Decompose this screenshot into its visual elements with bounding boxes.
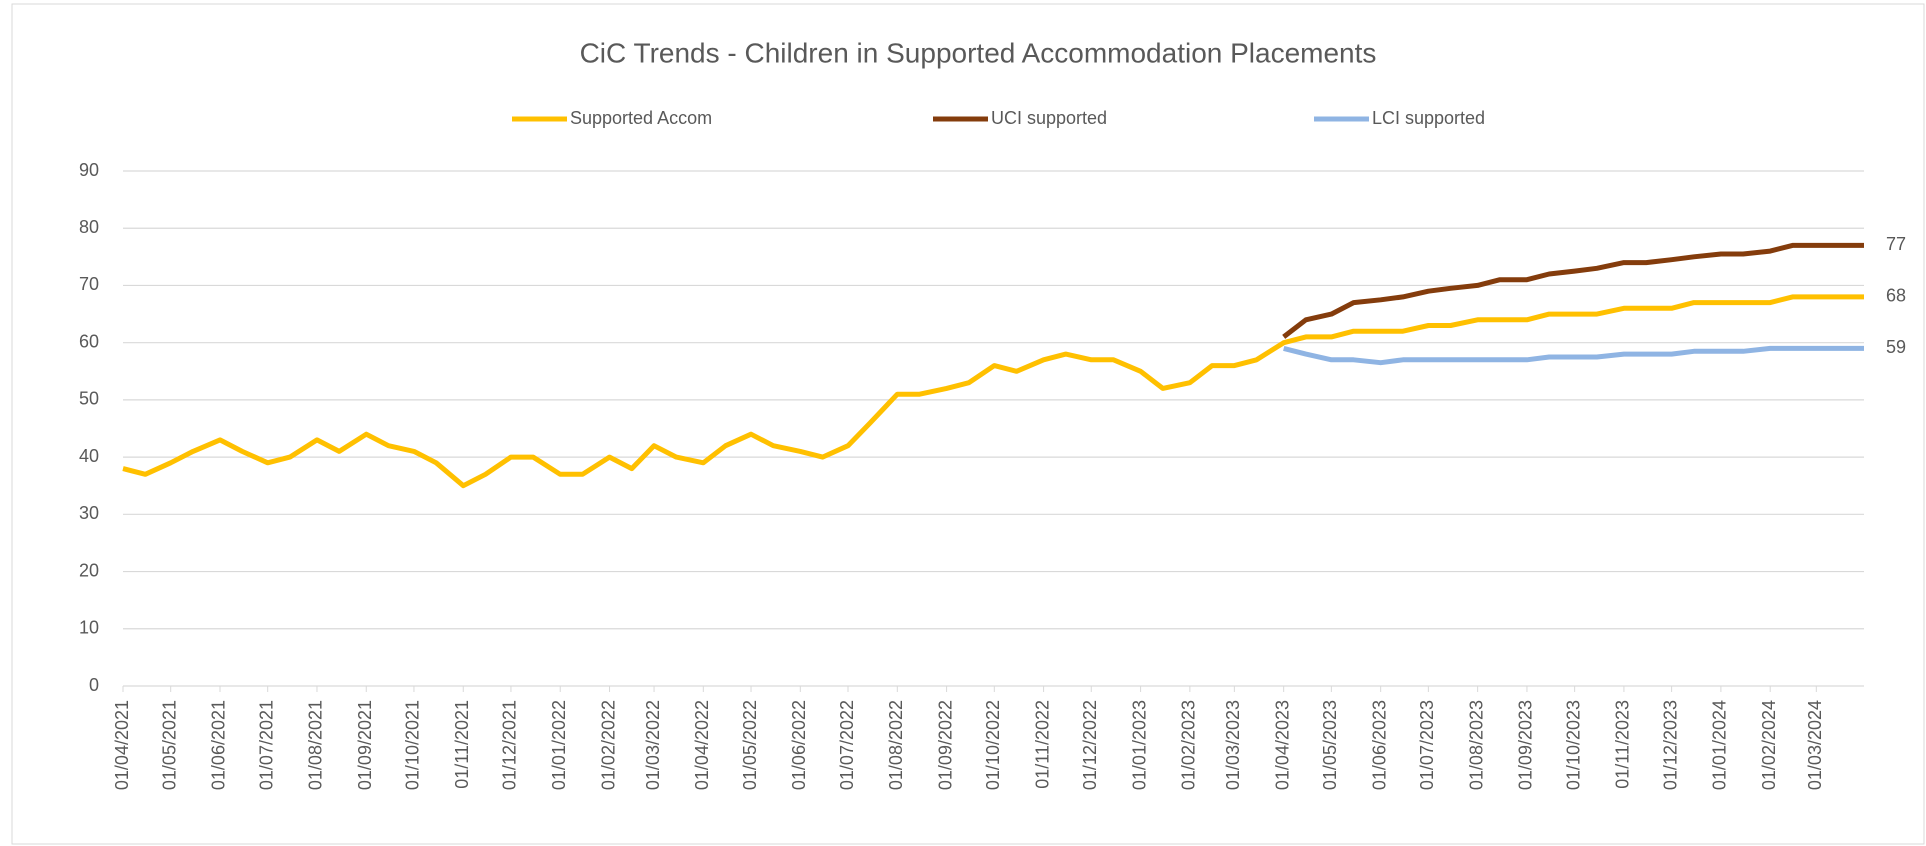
x-tick-label: 01/07/2023 [1417,700,1437,790]
x-tick-label: 01/05/2022 [740,700,760,790]
x-tick-label: 01/02/2022 [598,700,618,790]
x-tick-label: 01/12/2022 [1080,700,1100,790]
x-tick-label: 01/03/2022 [643,700,663,790]
y-tick-label: 20 [79,560,99,580]
x-tick-label: 01/03/2024 [1805,700,1825,790]
series-line [1283,345,1864,366]
x-tick-label: 01/09/2021 [355,700,375,790]
legend-label: LCI supported [1372,108,1485,128]
x-tick-label: 01/04/2023 [1272,700,1292,790]
y-tick-label: 30 [79,503,99,523]
y-tick-label: 80 [79,217,99,237]
x-tick-label: 01/09/2022 [935,700,955,790]
x-tick-label: 01/06/2021 [209,700,229,790]
y-tick-label: 50 [79,389,99,409]
y-tick-label: 40 [79,446,99,466]
legend-label: Supported Accom [570,108,712,128]
x-tick-label: 01/07/2022 [837,700,857,790]
x-tick-label: 01/04/2021 [112,700,132,790]
x-tick-label: 01/10/2022 [983,700,1003,790]
x-tick-label: 01/12/2023 [1660,700,1680,790]
x-tick-label: 01/09/2023 [1516,700,1536,790]
end-value-label: 77 [1886,234,1906,254]
x-tick-label: 01/04/2022 [692,700,712,790]
y-tick-label: 70 [79,274,99,294]
x-tick-label: 01/10/2023 [1563,700,1583,790]
end-value-label: 68 [1886,286,1906,306]
x-tick-label: 01/12/2021 [500,700,520,790]
x-tick-label: 01/05/2023 [1320,700,1340,790]
x-tick-label: 01/08/2021 [306,700,326,790]
x-tick-label: 01/11/2023 [1613,700,1633,789]
x-tick-label: 01/08/2023 [1466,700,1486,790]
x-tick-label: 01/01/2023 [1129,700,1149,790]
x-tick-label: 01/01/2024 [1710,700,1730,790]
x-tick-label: 01/07/2021 [256,700,276,790]
x-tick-label: 01/11/2021 [452,700,472,789]
series-line [122,294,1864,489]
x-tick-label: 01/06/2022 [789,700,809,790]
chart-frame [11,3,1925,845]
x-tick-label: 01/06/2023 [1369,700,1389,790]
x-tick-label: 01/05/2021 [159,700,179,790]
y-tick-label: 60 [79,331,99,351]
x-tick-label: 01/10/2021 [403,700,423,790]
y-tick-label: 10 [79,618,99,638]
x-tick-label: 01/03/2023 [1223,700,1243,790]
chart-title: CiC Trends - Children in Supported Accom… [580,37,1377,68]
x-tick-label: 01/01/2022 [549,700,569,790]
legend-label: UCI supported [991,108,1107,128]
end-value-label: 59 [1886,337,1906,357]
x-tick-label: 01/02/2024 [1759,700,1779,790]
x-tick-label: 01/11/2022 [1032,700,1052,789]
series-line [1282,242,1864,339]
y-tick-label: 90 [79,160,99,180]
x-tick-label: 01/02/2023 [1179,700,1199,790]
y-tick-label: 0 [89,675,99,695]
x-tick-label: 01/08/2022 [886,700,906,790]
